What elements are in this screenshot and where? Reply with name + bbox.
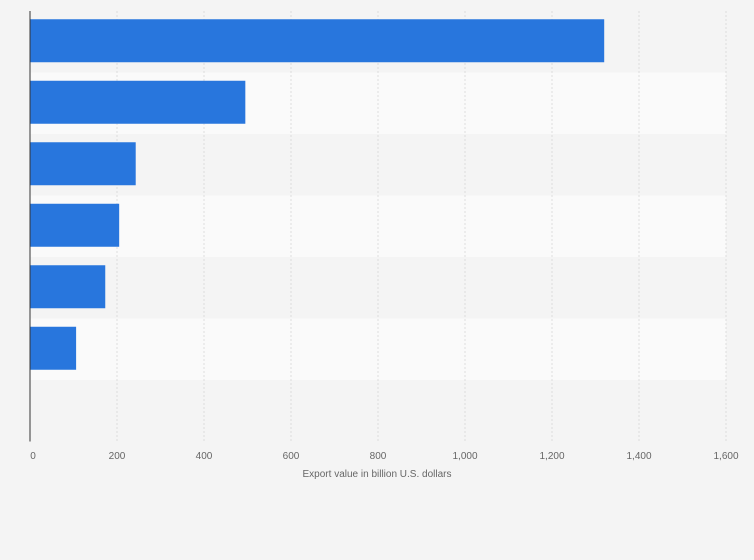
x-tick-label: 200: [109, 451, 126, 462]
bar[interactable]: [30, 265, 105, 308]
x-tick-label: 1,600: [713, 451, 738, 462]
bar[interactable]: [30, 19, 604, 62]
x-tick-label: 1,400: [626, 451, 651, 462]
x-tick-label: 400: [196, 451, 213, 462]
x-tick-labels: 0 200 400 600 800 1,000 1,200 1,400 1,600: [30, 451, 739, 462]
x-tick-label: 0: [30, 451, 36, 462]
x-axis-title: Export value in billion U.S. dollars: [303, 469, 452, 480]
bar[interactable]: [30, 204, 119, 247]
x-tick-label: 600: [283, 451, 300, 462]
bar[interactable]: [30, 327, 76, 370]
x-tick-label: 1,200: [539, 451, 564, 462]
bar[interactable]: [30, 81, 245, 124]
x-tick-label: 1,000: [452, 451, 477, 462]
x-tick-label: 800: [370, 451, 387, 462]
bar[interactable]: [30, 142, 136, 185]
